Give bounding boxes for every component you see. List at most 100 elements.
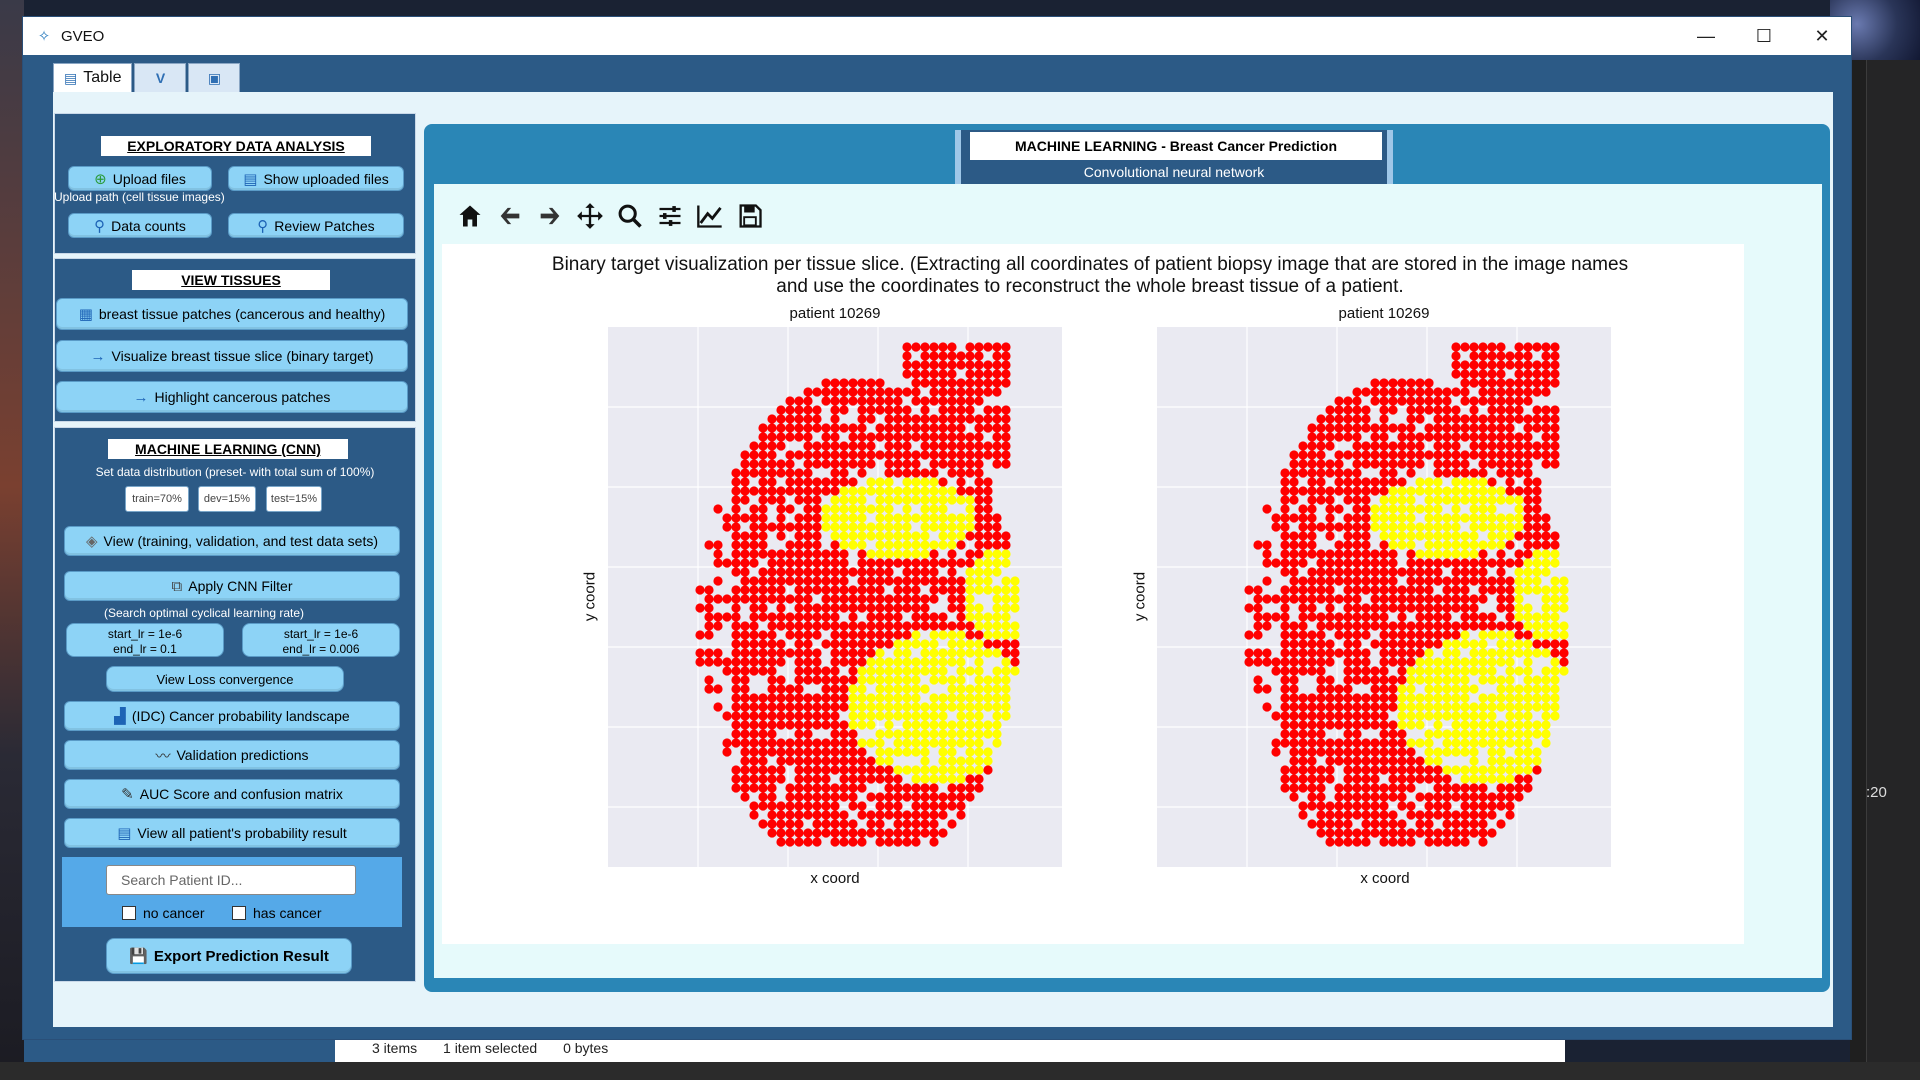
back-arrow-icon[interactable] <box>490 198 530 234</box>
show-uploaded-files-button[interactable]: ▤ Show uploaded files <box>228 166 404 191</box>
validation-predictions-button[interactable]: 〰 Validation predictions <box>64 740 400 770</box>
view-all-probability-button[interactable]: ▤ View all patient's probability result <box>64 818 400 848</box>
healthy-patch-point <box>965 792 975 802</box>
healthy-patch-point <box>947 792 957 802</box>
configure-subplots-icon[interactable] <box>650 198 690 234</box>
dev-split-button[interactable]: dev=15% <box>198 486 256 512</box>
healthy-patch-point <box>1388 396 1398 406</box>
forward-arrow-icon[interactable] <box>530 198 570 234</box>
save-icon[interactable] <box>730 198 770 234</box>
pan-icon[interactable] <box>570 198 610 234</box>
tab-table[interactable]: ▤ Table <box>53 63 133 93</box>
healthy-patch-point <box>875 801 885 811</box>
healthy-patch-point <box>740 585 750 595</box>
edit-axis-icon[interactable] <box>690 198 730 234</box>
healthy-patch-point <box>1442 414 1452 424</box>
minimize-button[interactable]: — <box>1697 25 1715 46</box>
healthy-patch-point <box>1388 648 1398 658</box>
healthy-patch-point <box>794 639 804 649</box>
maximize-button[interactable]: ☐ <box>1755 25 1773 46</box>
healthy-patch-point <box>1397 423 1407 433</box>
cancer-patch-point <box>974 684 984 694</box>
healthy-patch-point <box>1343 702 1353 712</box>
export-prediction-button[interactable]: 💾 Export Prediction Result <box>106 938 352 974</box>
healthy-patch-point <box>1523 441 1533 451</box>
has-cancer-checkbox[interactable]: has cancer <box>232 905 321 921</box>
healthy-patch-point <box>1370 819 1380 829</box>
healthy-patch-point <box>947 414 957 424</box>
healthy-patch-point <box>1361 630 1371 640</box>
lr-range-2-button[interactable]: start_lr = 1e-6 end_lr = 0.006 <box>242 623 400 657</box>
cancer-patch-point <box>938 720 948 730</box>
healthy-patch-point <box>1352 540 1362 550</box>
healthy-patch-point <box>1496 549 1506 559</box>
healthy-patch-point <box>1343 486 1353 496</box>
home-icon[interactable] <box>450 198 490 234</box>
cancer-patch-point <box>884 711 894 721</box>
cancer-patch-point <box>902 729 912 739</box>
has-cancer-checkbox-box[interactable] <box>232 906 246 920</box>
cancer-landscape-button[interactable]: ▟ (IDC) Cancer probability landscape <box>64 701 400 731</box>
visualize-tissue-slice-button[interactable]: → Visualize breast tissue slice (binary … <box>56 340 408 372</box>
healthy-patch-point <box>1469 828 1479 838</box>
healthy-patch-point <box>740 792 750 802</box>
cancer-patch-point <box>1415 531 1425 541</box>
subplot-2-scatter <box>1157 327 1611 867</box>
review-patches-button[interactable]: ⚲ Review Patches <box>228 213 404 238</box>
healthy-patch-point <box>1334 738 1344 748</box>
healthy-patch-point <box>983 414 993 424</box>
data-counts-button[interactable]: ⚲ Data counts <box>68 213 212 238</box>
tab-visual[interactable]: V <box>134 63 187 93</box>
tissue-patches-button[interactable]: ▦ breast tissue patches (cancerous and h… <box>56 298 408 330</box>
healthy-patch-point <box>1397 621 1407 631</box>
no-cancer-checkbox[interactable]: no cancer <box>122 905 204 921</box>
cancer-patch-point <box>1424 522 1434 532</box>
view-data-sets-button[interactable]: ◈ View (training, validation, and test d… <box>64 526 400 556</box>
cancer-patch-point <box>929 504 939 514</box>
upload-files-button[interactable]: ⊕ Upload files <box>68 166 212 191</box>
test-split-button[interactable]: test=15% <box>266 486 322 512</box>
no-cancer-checkbox-box[interactable] <box>122 906 136 920</box>
healthy-patch-point <box>776 585 786 595</box>
healthy-patch-point <box>713 594 723 604</box>
tab-images[interactable]: ▣ <box>188 63 241 93</box>
healthy-patch-point <box>1361 792 1371 802</box>
search-patient-input[interactable]: Search Patient ID... <box>106 865 356 895</box>
view-loss-button[interactable]: View Loss convergence <box>106 666 344 692</box>
healthy-patch-point <box>1424 576 1434 586</box>
cancer-patch-point <box>1487 648 1497 658</box>
apply-cnn-filter-button[interactable]: ⧉ Apply CNN Filter <box>64 571 400 601</box>
cancer-patch-point <box>938 756 948 766</box>
healthy-patch-point <box>938 396 948 406</box>
cancer-patch-point <box>965 684 975 694</box>
healthy-patch-point <box>812 450 822 460</box>
auc-score-button[interactable]: ✎ AUC Score and confusion matrix <box>64 779 400 809</box>
healthy-patch-point <box>1361 486 1371 496</box>
zoom-icon[interactable] <box>610 198 650 234</box>
healthy-patch-point <box>1343 432 1353 442</box>
cancer-patch-point <box>1370 513 1380 523</box>
lr-range-1-button[interactable]: start_lr = 1e-6 end_lr = 0.1 <box>66 623 224 657</box>
train-split-button[interactable]: train=70% <box>125 486 189 512</box>
healthy-patch-point <box>803 414 813 424</box>
healthy-patch-point <box>1415 639 1425 649</box>
cancer-patch-point <box>902 639 912 649</box>
healthy-patch-point <box>1460 621 1470 631</box>
healthy-patch-point <box>1352 711 1362 721</box>
healthy-patch-point <box>1442 783 1452 793</box>
healthy-patch-point <box>920 342 930 352</box>
highlight-cancerous-button[interactable]: → Highlight cancerous patches <box>56 381 408 413</box>
cancer-patch-point <box>1388 495 1398 505</box>
close-button[interactable]: ✕ <box>1814 25 1830 46</box>
cancer-patch-point <box>920 522 930 532</box>
cancer-patch-point <box>911 684 921 694</box>
healthy-patch-point <box>857 648 867 658</box>
healthy-patch-point <box>830 693 840 703</box>
healthy-patch-point <box>1478 621 1488 631</box>
healthy-patch-point <box>1343 495 1353 505</box>
cancer-patch-point <box>884 756 894 766</box>
healthy-patch-point <box>1361 819 1371 829</box>
cancer-patch-point <box>992 567 1002 577</box>
cancer-patch-point <box>1442 513 1452 523</box>
healthy-patch-point <box>1523 351 1533 361</box>
